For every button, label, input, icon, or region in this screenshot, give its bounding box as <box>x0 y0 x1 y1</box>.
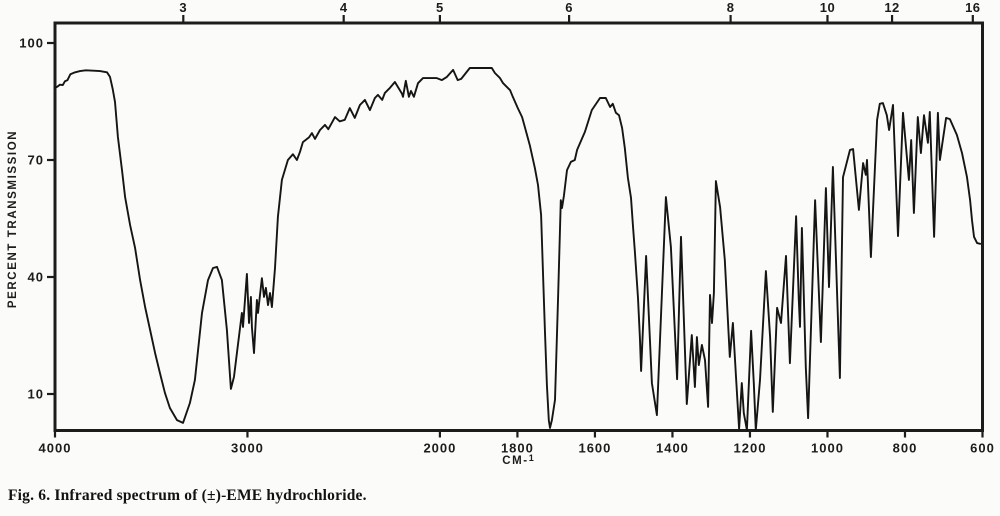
x-axis-tick-label: 1800 <box>501 441 534 456</box>
x-axis-tick-label: 4000 <box>39 441 72 456</box>
ir-spectrum-chart: 4000 3000 2000 1800 1600 1400 1200 1000 800 600 3 4… <box>7 0 995 467</box>
y-axis-tick-label: 70 <box>28 153 44 168</box>
micron-axis-tick-label: 3 <box>179 0 187 15</box>
x-axis-tick-label: 600 <box>970 441 995 456</box>
spectrum-curve <box>54 67 982 431</box>
figure-caption: Fig. 6. Infrared spectrum of (±)-EME hyd… <box>8 487 367 504</box>
y-axis-title: PERCENT TRANSMISSION <box>7 130 19 308</box>
micron-axis-tick-label: 10 <box>820 0 835 15</box>
x-axis-tick-label: 800 <box>893 441 918 456</box>
plot-border <box>53 21 984 432</box>
micron-axis-tick-label: 4 <box>340 0 348 15</box>
y-axis-tick-label: 10 <box>28 387 44 402</box>
x-axis-tick-label: 2000 <box>423 441 456 456</box>
x-axis-title: CM-1 <box>502 453 535 467</box>
y-axis-tick-label: 40 <box>28 270 44 285</box>
x-axis-tick-label: 1000 <box>811 441 844 456</box>
ir-spectrum-figure: 4000 3000 2000 1800 1600 1400 1200 1000 800 600 3 4… <box>7 0 995 467</box>
x-axis-tick-label: 1200 <box>734 441 767 456</box>
micron-axis-tick-label: 8 <box>727 0 735 15</box>
x-axis-tick-label: 1600 <box>578 441 611 456</box>
micron-axis-tick-label: 6 <box>565 0 573 15</box>
y-axis-tick-label: 100 <box>19 36 44 51</box>
micron-axis-tick-label: 16 <box>965 0 980 15</box>
micron-axis-tick-label: 12 <box>884 0 899 15</box>
x-axis-tick-label: 3000 <box>231 441 264 456</box>
x-axis-tick-label: 1400 <box>656 441 689 456</box>
micron-axis-tick-label: 5 <box>436 0 444 15</box>
